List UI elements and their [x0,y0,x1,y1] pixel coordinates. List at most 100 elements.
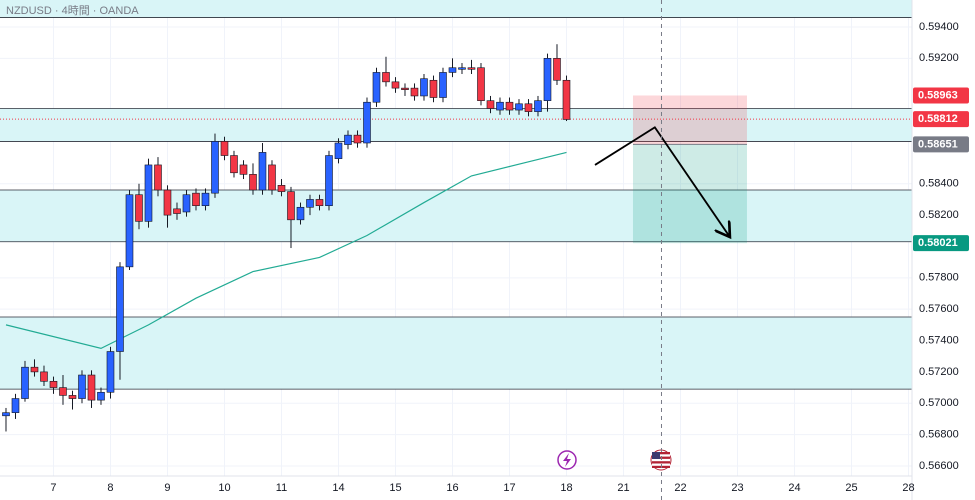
price-label: 0.58021 [918,237,958,249]
zone [0,0,912,18]
y-tick-label: 0.57000 [919,397,959,409]
candle-body [344,134,352,145]
candle-body [78,374,86,399]
candle-body [173,208,181,214]
candle-body [325,155,333,207]
candle-body [87,374,96,401]
y-tick-label: 0.59400 [919,21,959,33]
candle-body [477,67,485,101]
x-tick-label: 25 [845,482,857,494]
candle-body [382,72,390,83]
x-tick-label: 14 [332,482,344,494]
zone [0,108,912,142]
y-tick-label: 0.57200 [919,366,959,378]
candle-body [553,58,561,81]
x-tick-label: 18 [560,482,572,494]
candle-body [334,142,343,159]
candle-body [144,164,153,222]
event-icon [557,450,577,470]
price-label: 0.58963 [918,89,958,101]
candle-body [277,185,286,192]
candle-body [543,58,552,101]
y-tick-label: 0.56800 [919,429,959,441]
price-label: 0.58812 [918,113,958,125]
candle-body [154,164,162,191]
y-tick-label: 0.58400 [919,178,959,190]
candle-body [249,174,257,191]
candle-body [11,398,20,413]
x-tick-label: 21 [617,482,629,494]
candle-body [116,266,124,352]
candle-body [505,101,514,111]
candle-body [467,67,476,70]
candle-body [211,141,219,194]
candle-body [163,189,172,216]
candle-body [59,387,67,396]
candle-body [496,101,504,111]
candle-body [306,199,314,208]
x-tick-label: 8 [107,482,113,494]
candle-body [287,191,295,221]
x-tick-label: 24 [788,482,800,494]
moving-average [5,151,567,350]
candle-body [258,152,267,191]
x-tick-label: 17 [503,482,515,494]
candle-body [68,395,77,399]
candle-body [515,103,523,111]
candle-body [524,103,533,112]
x-tick-label: 7 [50,482,56,494]
candle-body [410,87,419,97]
price-label-bg [913,136,969,153]
y-tick-label: 0.59200 [919,52,959,64]
price-label-bg [913,87,969,104]
candle-body [486,100,495,109]
candle-body [458,67,466,70]
y-tick-label: 0.57400 [919,334,959,346]
x-tick-label: 16 [446,482,458,494]
price-label-bg [913,235,969,252]
candle-body [106,351,115,393]
candle-body [420,78,428,97]
candle-body [562,79,571,120]
x-tick-label: 11 [276,482,287,494]
candle-body [439,72,447,98]
candle-body [40,371,48,382]
price-label: 0.58651 [918,138,958,150]
candle-body [363,101,371,144]
candle-body [372,72,381,103]
y-tick-label: 0.57800 [919,272,959,284]
candle-body [401,87,409,90]
candle-body [49,381,58,388]
arrow [594,126,730,237]
stop-zone [632,95,747,145]
chart-title: NZDUSD · 4時間 · OANDA [6,4,139,17]
candle-body [239,164,248,175]
candle-body [429,79,438,98]
candle-body [97,391,105,401]
candle-body [182,194,191,213]
x-tick-label: 10 [218,482,230,494]
x-tick-label: 23 [731,482,743,494]
candle-body [220,141,229,156]
candle-body [192,192,200,207]
candle-body [21,366,29,399]
x-tick-label: 28 [902,482,914,494]
candle-body [30,366,39,373]
candle-body [125,194,134,268]
candle-body [268,164,276,191]
price-label-bg [913,111,969,128]
candle-body [353,134,362,144]
y-tick-label: 0.57600 [919,303,959,315]
candle-body [315,199,324,207]
target-zone [632,144,747,244]
x-tick-label: 15 [389,482,401,494]
x-tick-label: 22 [674,482,686,494]
zone [0,317,912,390]
candle-body [534,100,542,112]
plot-area [0,0,912,476]
candle-body [201,192,210,207]
y-tick-label: 0.58200 [919,209,959,221]
candle-body [2,412,10,417]
